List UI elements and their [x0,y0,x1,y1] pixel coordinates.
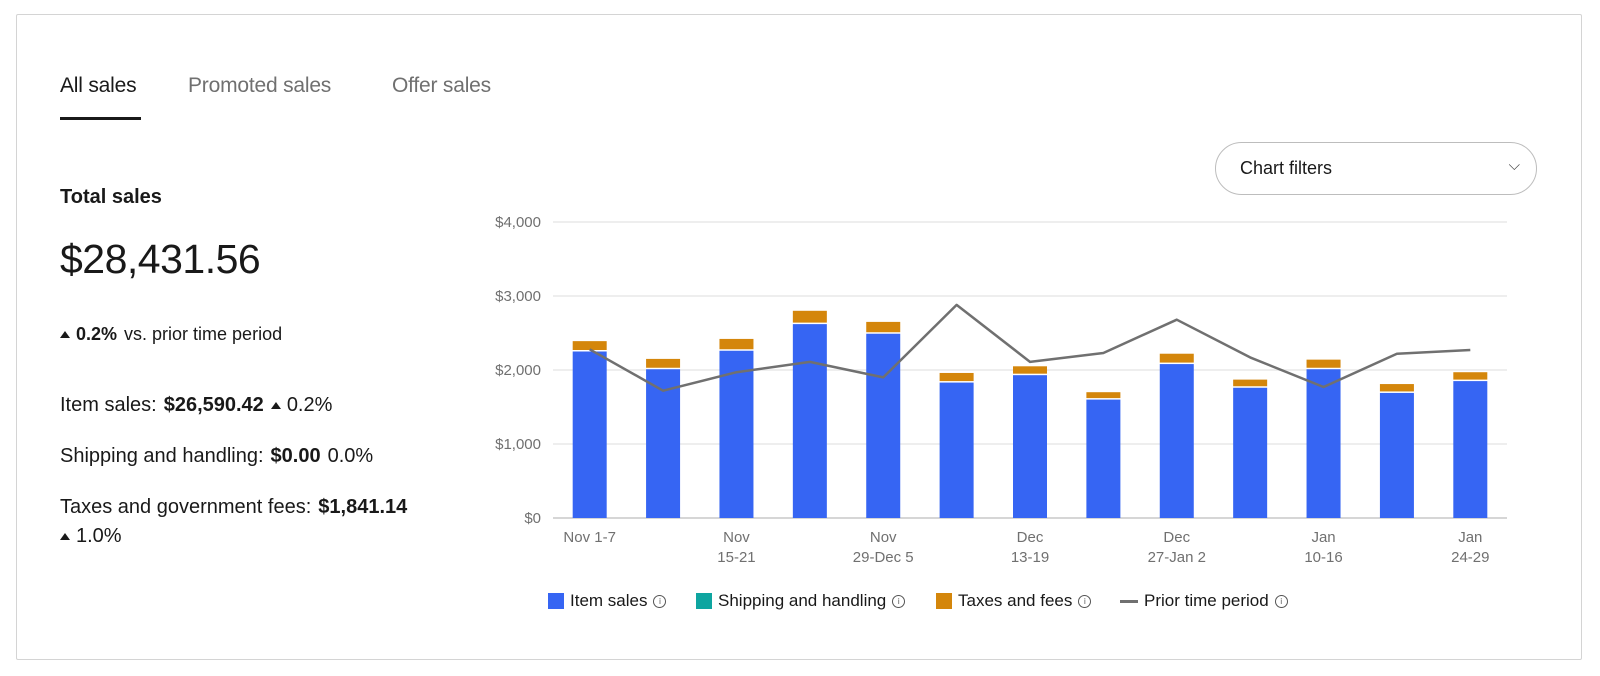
x-tick-label: Nov 1-7 [563,529,616,546]
legend-item-prior: Prior time period i [1120,591,1288,611]
bar-taxes [646,358,681,368]
bar-taxes [1159,353,1194,363]
shipping-row: Shipping and handling: $0.00 0.0% [60,445,373,468]
bar-taxes [939,372,974,382]
tab-offer-sales[interactable]: Offer sales [392,74,491,98]
legend-swatch-item-sales [548,593,564,609]
bar-taxes [866,321,901,333]
total-change-text: vs. prior time period [124,324,283,344]
bar-item-sales [646,369,681,518]
y-tick-label: $0 [524,510,541,527]
total-sales-label: Total sales [60,186,162,208]
up-arrow-icon [60,331,70,338]
active-tab-indicator [60,117,141,120]
chevron-down-icon: ⌵ [1508,157,1520,174]
tab-promoted-sales[interactable]: Promoted sales [188,74,331,98]
taxes-change-row: 1.0% [60,525,122,548]
item-sales-value: $26,590.42 [163,394,264,416]
info-icon[interactable]: i [653,594,667,608]
legend-label: Prior time period [1144,591,1269,610]
bar-taxes [1233,379,1268,387]
legend-label: Item sales [570,591,648,610]
legend-swatch-shipping [696,593,712,609]
total-sales-value: $28,431.56 [60,236,261,282]
legend-item-shipping: Shipping and handling i [696,591,906,611]
bar-item-sales [1013,375,1047,518]
up-arrow-icon [60,533,70,540]
legend-line-prior [1120,599,1138,603]
bar-item-sales [1306,369,1341,518]
bar-taxes [719,338,754,350]
info-icon[interactable]: i [1274,594,1288,608]
legend-label: Shipping and handling [718,591,887,610]
taxes-value: $1,841.14 [318,496,408,518]
legend-label: Taxes and fees [958,591,1073,610]
bar-item-sales [1159,364,1194,518]
bar-item-sales [792,324,827,518]
bar-item-sales [1379,392,1414,518]
tab-all-sales[interactable]: All sales [60,74,137,98]
legend-item-taxes: Taxes and fees i [936,591,1092,611]
bar-item-sales [1453,381,1488,518]
taxes-row: Taxes and government fees: $1,841.14 [60,496,407,519]
bar-item-sales [719,350,754,518]
bar-taxes [1306,359,1341,368]
x-tick-label: 15-21 [717,549,755,566]
y-tick-label: $1,000 [495,436,541,453]
shipping-value: $0.00 [270,445,321,467]
bar-taxes [792,310,827,323]
bar-item-sales [1086,399,1121,518]
legend-item-sales: Item sales i [548,591,667,611]
bar-taxes [1086,392,1121,399]
bar-item-sales [866,333,901,518]
x-tick-label: 13-19 [1011,549,1049,566]
shipping-change: 0.0% [327,445,374,467]
x-tick-label: Jan [1311,529,1335,546]
chart-filters-label: Chart filters [1240,158,1333,178]
x-tick-label: 27-Jan 2 [1148,549,1206,566]
tab-label: All sales [60,74,137,97]
bar-taxes [1013,366,1047,374]
info-icon[interactable]: i [1078,594,1092,608]
bar-item-sales [572,351,607,518]
taxes-change: 1.0% [76,525,122,547]
bar-taxes [1379,384,1414,392]
item-sales-label: Item sales: [60,394,157,416]
bar-item-sales [1233,387,1268,518]
info-icon[interactable]: i [892,594,906,608]
total-change-row: 0.2% vs. prior time period [60,324,282,345]
x-tick-label: Dec [1163,529,1190,546]
bar-taxes [1453,372,1488,380]
x-tick-label: Nov [723,529,750,546]
chart-filters-dropdown[interactable]: Chart filters ⌵ [1215,142,1537,195]
taxes-label: Taxes and government fees: [60,496,312,518]
x-tick-label: 24-29 [1451,549,1489,566]
shipping-label: Shipping and handling: [60,445,264,467]
tab-label: Promoted sales [188,74,332,97]
item-sales-row: Item sales: $26,590.42 0.2% [60,394,332,417]
tab-label: Offer sales [392,74,491,97]
legend-swatch-taxes [936,593,952,609]
total-change-pct: 0.2% [76,324,118,344]
y-tick-label: $3,000 [495,288,541,305]
item-sales-change: 0.2% [286,394,333,416]
x-tick-label: Nov [870,529,897,546]
x-tick-label: 29-Dec 5 [853,549,914,566]
x-tick-label: 10-16 [1304,549,1342,566]
bar-item-sales [939,382,974,518]
bar-taxes [572,341,607,350]
x-tick-label: Jan [1458,529,1482,546]
y-tick-label: $2,000 [495,362,541,379]
x-tick-label: Dec [1017,529,1044,546]
up-arrow-icon [270,402,281,409]
y-tick-label: $4,000 [495,214,541,231]
